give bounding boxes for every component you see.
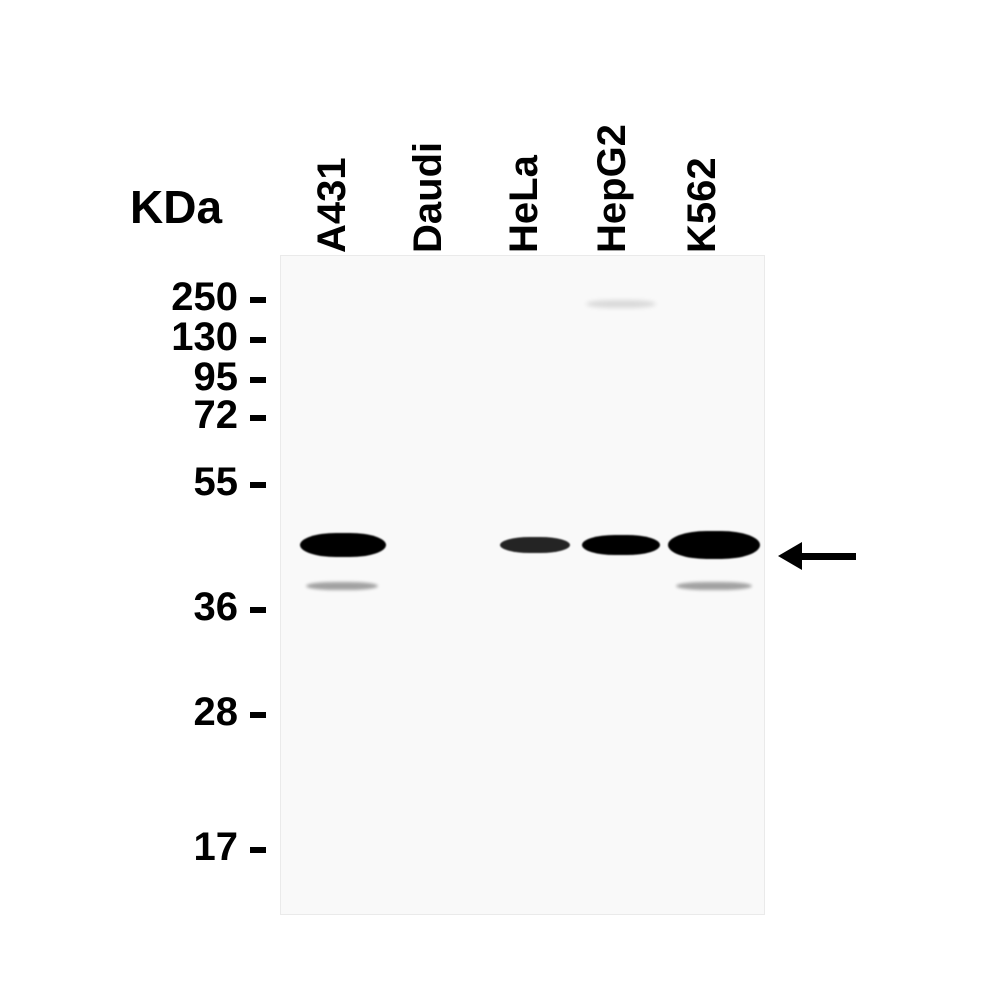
mw-label: 36 [194,585,239,630]
lane-label: HepG2 [590,124,635,253]
protein-band-faint [676,582,752,590]
mw-tick [250,377,266,383]
mw-label: 250 [171,275,238,320]
western-blot-figure: KDa 250130957255362817A431DaudiHeLaHepG2… [0,0,1000,1000]
mw-label: 72 [194,393,239,438]
lane-label: A431 [310,157,355,253]
lane-label: HeLa [502,155,547,253]
mw-label: 28 [194,690,239,735]
protein-band [668,531,760,559]
arrow-shaft [802,553,856,560]
mw-tick [250,482,266,488]
protein-band [300,533,386,557]
mw-tick [250,297,266,303]
arrow-icon [778,542,802,570]
mw-tick [250,712,266,718]
lane-label: K562 [680,157,725,253]
mw-tick [250,337,266,343]
protein-band-faint [306,582,378,590]
mw-label: 17 [194,825,239,870]
mw-tick [250,847,266,853]
mw-tick [250,415,266,421]
kda-header: KDa [130,180,222,234]
mw-label: 55 [194,460,239,505]
lane-label: Daudi [406,142,451,253]
protein-band [500,537,570,553]
protein-band [582,535,660,555]
mw-label: 130 [171,315,238,360]
mw-tick [250,607,266,613]
protein-band-very-faint [586,300,656,308]
